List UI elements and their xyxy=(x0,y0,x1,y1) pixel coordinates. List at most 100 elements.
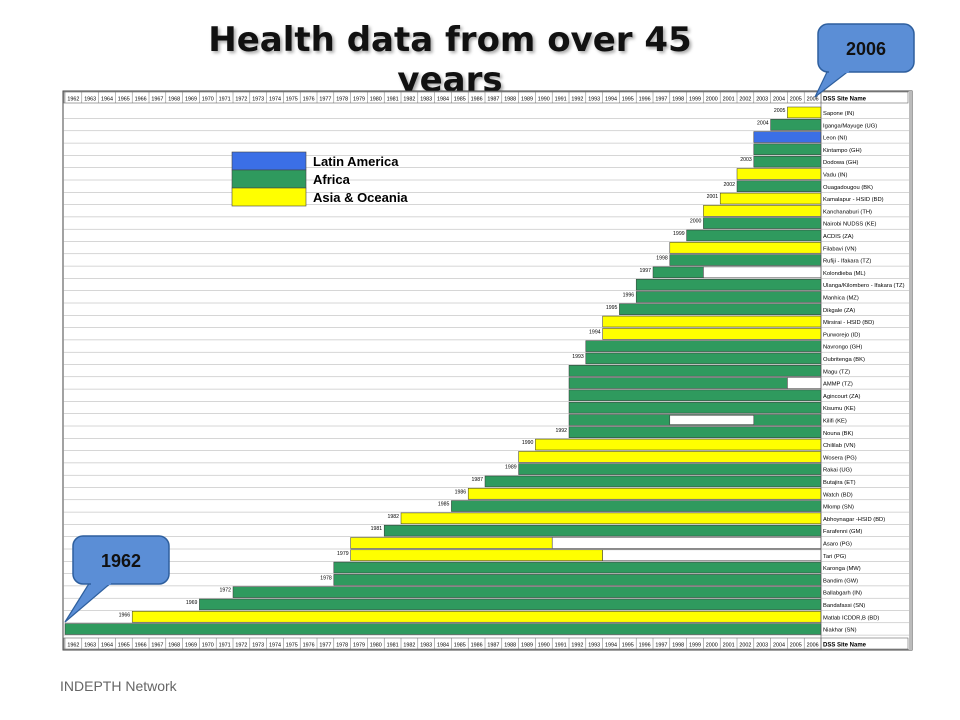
site-name-label: Rakai (UG) xyxy=(823,468,852,474)
year-tick-label: 1977 xyxy=(319,96,331,102)
year-tick-label: 1977 xyxy=(319,642,331,648)
site-bar xyxy=(787,106,822,119)
year-tick-label: 1996 xyxy=(639,642,651,648)
year-tick-label: 1978 xyxy=(336,96,348,102)
site-name-label: Kamalapur - HSID (BD) xyxy=(823,197,884,203)
year-tick-label: 1964 xyxy=(101,642,113,648)
site-name-label: Niakhar (SN) xyxy=(823,628,857,634)
site-bar xyxy=(484,475,822,488)
year-tick-label: 1990 xyxy=(538,96,550,102)
site-bar xyxy=(518,463,822,475)
site-name-label: ACDIS (ZA) xyxy=(823,234,854,240)
site-name-label: Magu (TZ) xyxy=(823,369,850,375)
year-tick-label: 1993 xyxy=(588,96,600,102)
year-tick-label: 1986 xyxy=(471,96,483,102)
site-bar xyxy=(753,155,822,168)
start-year-label: 1997 xyxy=(639,268,651,274)
year-tick-label: 2004 xyxy=(773,642,785,648)
site-name-label: Watch (BD) xyxy=(823,492,853,498)
start-year-label: 1995 xyxy=(606,305,618,311)
callout-1962 xyxy=(72,535,170,585)
start-year-label: 1979 xyxy=(337,551,349,557)
site-name-label: Dodowa (GH) xyxy=(823,160,859,166)
year-tick-label: 1968 xyxy=(168,96,180,102)
site-name-label: Kintampo (GH) xyxy=(823,148,862,154)
site-name-label: Dikgale (ZA) xyxy=(823,308,855,314)
site-name-label: Leon (NI) xyxy=(823,136,847,142)
legend-label: Latin America xyxy=(313,154,399,169)
year-tick-label: 1980 xyxy=(370,642,382,648)
year-tick-label: 1965 xyxy=(118,96,130,102)
year-tick-label: 1981 xyxy=(387,96,399,102)
site-bar xyxy=(400,512,822,525)
year-tick-label: 1972 xyxy=(235,96,247,102)
start-year-label: 1994 xyxy=(589,329,601,335)
site-name-label: Chililab (VN) xyxy=(823,443,856,449)
callout-2006 xyxy=(817,23,915,73)
year-tick-label: 1968 xyxy=(168,642,180,648)
site-name-label: Purworejo (ID) xyxy=(823,332,860,338)
year-tick-label: 2000 xyxy=(706,96,718,102)
site-name-label: Agincourt (ZA) xyxy=(823,394,860,400)
year-tick-label: 1967 xyxy=(151,642,163,648)
start-year-label: 1989 xyxy=(505,465,517,471)
site-bar-empty xyxy=(703,266,822,279)
year-tick-label: 1998 xyxy=(672,96,684,102)
site-name-label: Karonga (MW) xyxy=(823,566,861,572)
year-tick-label: 2001 xyxy=(723,642,735,648)
site-bar xyxy=(736,180,822,192)
start-year-label: 1993 xyxy=(572,354,584,360)
year-tick-label: 1982 xyxy=(403,642,415,648)
legend-swatch xyxy=(231,151,307,171)
site-name-label: Iganga/Mayuge (UG) xyxy=(823,123,877,129)
year-tick-label: 2000 xyxy=(706,642,718,648)
site-name-label: Filabavi (VN) xyxy=(823,246,857,252)
year-tick-label: 1987 xyxy=(487,642,499,648)
site-bar xyxy=(568,426,822,438)
year-tick-label: 1964 xyxy=(101,96,113,102)
site-name-label: Ballabgarh (IN) xyxy=(823,591,862,597)
site-name-label: Butajira (ET) xyxy=(823,480,856,486)
site-name-label: Matlab ICDDR,B (BD) xyxy=(823,615,879,621)
start-year-label: 1998 xyxy=(656,256,668,262)
year-tick-label: 1989 xyxy=(521,96,533,102)
site-bar xyxy=(585,340,822,352)
start-year-label: 1972 xyxy=(219,588,231,594)
site-bar xyxy=(333,561,822,574)
site-name-label: Rufiji - Ifakara (TZ) xyxy=(823,259,871,265)
year-tick-label: 2003 xyxy=(756,642,768,648)
year-tick-label: 1971 xyxy=(219,96,231,102)
year-tick-label: 2006 xyxy=(807,642,819,648)
site-name-label: Vadu (IN) xyxy=(823,173,847,179)
start-year-label: 2005 xyxy=(774,108,786,114)
year-tick-label: 1994 xyxy=(605,642,617,648)
year-tick-label: 1983 xyxy=(420,642,432,648)
year-tick-label: 1983 xyxy=(420,96,432,102)
year-tick-label: 1998 xyxy=(672,642,684,648)
site-bar xyxy=(602,328,822,340)
site-name-label: Sapone (IN) xyxy=(823,111,854,117)
year-tick-label: 1962 xyxy=(67,96,79,102)
legend-label: Asia & Oceania xyxy=(313,190,408,205)
start-year-label: 1982 xyxy=(387,514,399,520)
site-bar xyxy=(669,242,822,254)
year-tick-label: 2003 xyxy=(756,96,768,102)
year-tick-label: 1962 xyxy=(67,642,79,648)
start-year-label: 1987 xyxy=(471,477,483,483)
year-header-bottom xyxy=(63,637,909,650)
site-bar xyxy=(199,598,822,611)
start-year-label: 2001 xyxy=(707,194,719,200)
site-bar xyxy=(736,168,822,180)
year-tick-label: 1978 xyxy=(336,642,348,648)
year-tick-label: 1979 xyxy=(353,96,365,102)
year-tick-label: 1976 xyxy=(303,642,315,648)
site-bar xyxy=(64,623,822,635)
site-bar xyxy=(652,266,704,279)
year-tick-label: 1963 xyxy=(84,96,96,102)
site-bar xyxy=(619,303,822,315)
site-bar xyxy=(535,438,822,451)
site-bar xyxy=(568,365,822,377)
year-tick-label: 1973 xyxy=(252,96,264,102)
site-bar xyxy=(568,389,822,402)
